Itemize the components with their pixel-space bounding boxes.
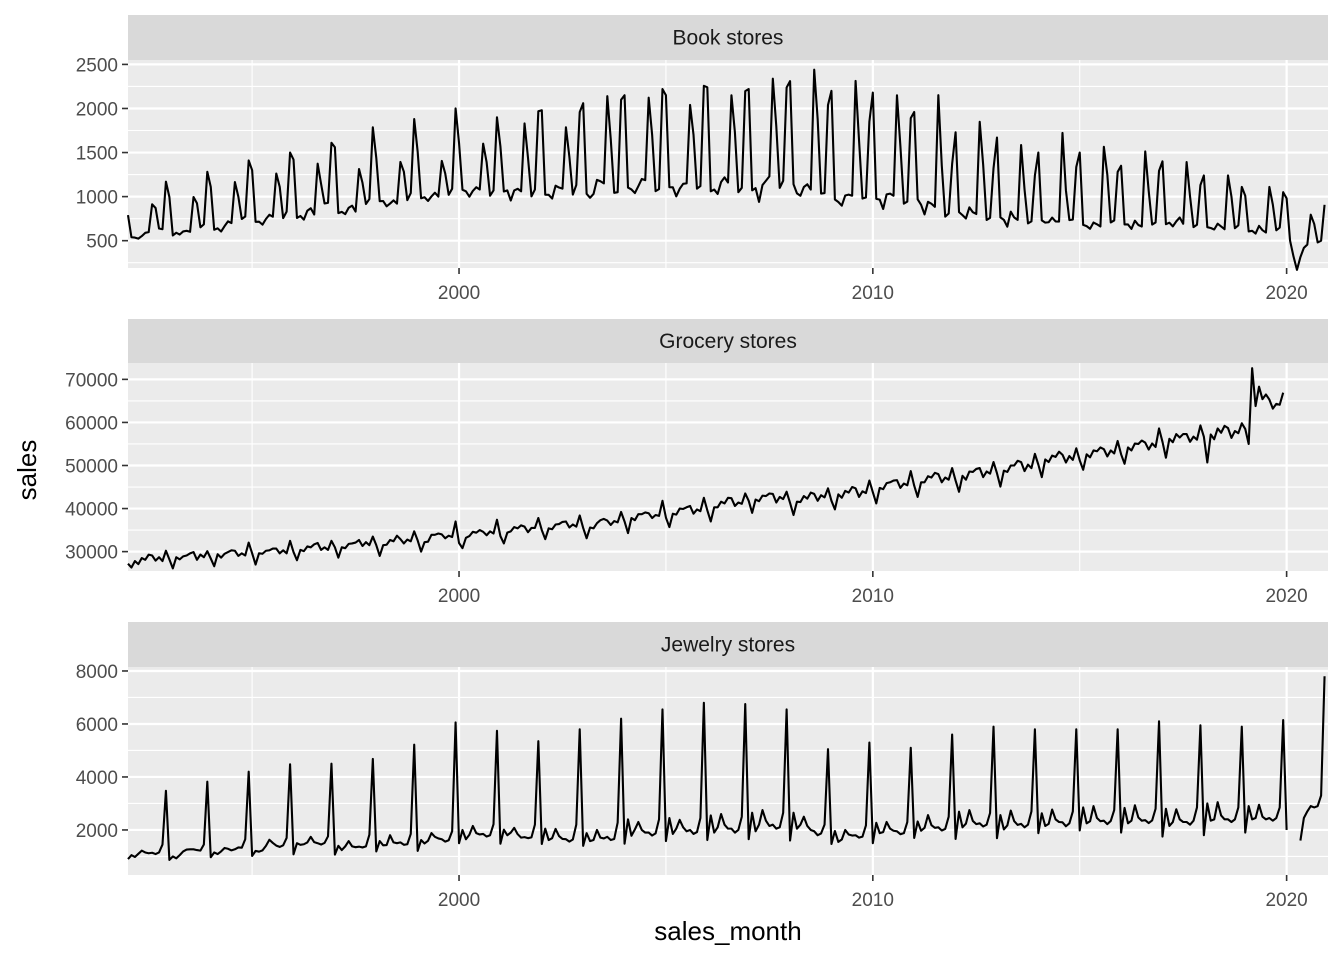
x-tick-label: 2000 <box>438 890 480 911</box>
y-tick-label: 2500 <box>76 55 118 76</box>
y-tick-label: 30000 <box>65 543 118 564</box>
y-tick-label: 60000 <box>65 413 118 434</box>
facet-strip <box>128 15 1328 60</box>
x-tick-label: 2010 <box>852 890 894 911</box>
x-tick-label: 2020 <box>1265 890 1307 911</box>
x-tick-label: 2000 <box>438 283 480 304</box>
x-tick-label: 2020 <box>1265 283 1307 304</box>
x-tick-label: 2010 <box>852 586 894 607</box>
series-line <box>127 676 1326 861</box>
y-tick-label: 4000 <box>76 768 118 789</box>
x-tick-label: 2020 <box>1265 586 1307 607</box>
x-axis-title: sales_month <box>654 916 801 946</box>
panels-layer: Book stores 500 1000 1500 2000 2500 2000 2010 20… <box>65 15 1328 911</box>
facet-strip-label: Jewelry stores <box>661 634 795 657</box>
panel-background <box>128 363 1328 571</box>
facet-panel: Grocery stores 30000 40000 50000 60000 70000 2… <box>65 319 1328 607</box>
y-tick-label: 500 <box>86 232 118 253</box>
facet-panel: Jewelry stores 2000 4000 6000 8000 2000 2010 20… <box>76 622 1328 911</box>
y-tick-label: 40000 <box>65 500 118 521</box>
facet-strip <box>128 622 1328 667</box>
facet-strip-label: Book stores <box>673 27 784 50</box>
facet-panel: Book stores 500 1000 1500 2000 2500 2000 2010 20… <box>76 15 1328 304</box>
y-tick-label: 2000 <box>76 99 118 120</box>
y-tick-label: 1000 <box>76 188 118 209</box>
y-tick-label: 8000 <box>76 662 118 683</box>
y-tick-label: 1500 <box>76 144 118 165</box>
series-line <box>127 367 1285 570</box>
panel-background <box>128 667 1328 875</box>
y-tick-label: 70000 <box>65 370 118 391</box>
y-tick-label: 6000 <box>76 715 118 736</box>
facet-strip-label: Grocery stores <box>659 330 797 353</box>
y-tick-label: 50000 <box>65 456 118 477</box>
x-tick-label: 2000 <box>438 586 480 607</box>
series-line <box>126 68 1326 271</box>
facet-strip <box>128 319 1328 363</box>
x-tick-label: 2010 <box>852 283 894 304</box>
y-axis-title: sales <box>12 440 42 501</box>
y-tick-label: 2000 <box>76 821 118 842</box>
